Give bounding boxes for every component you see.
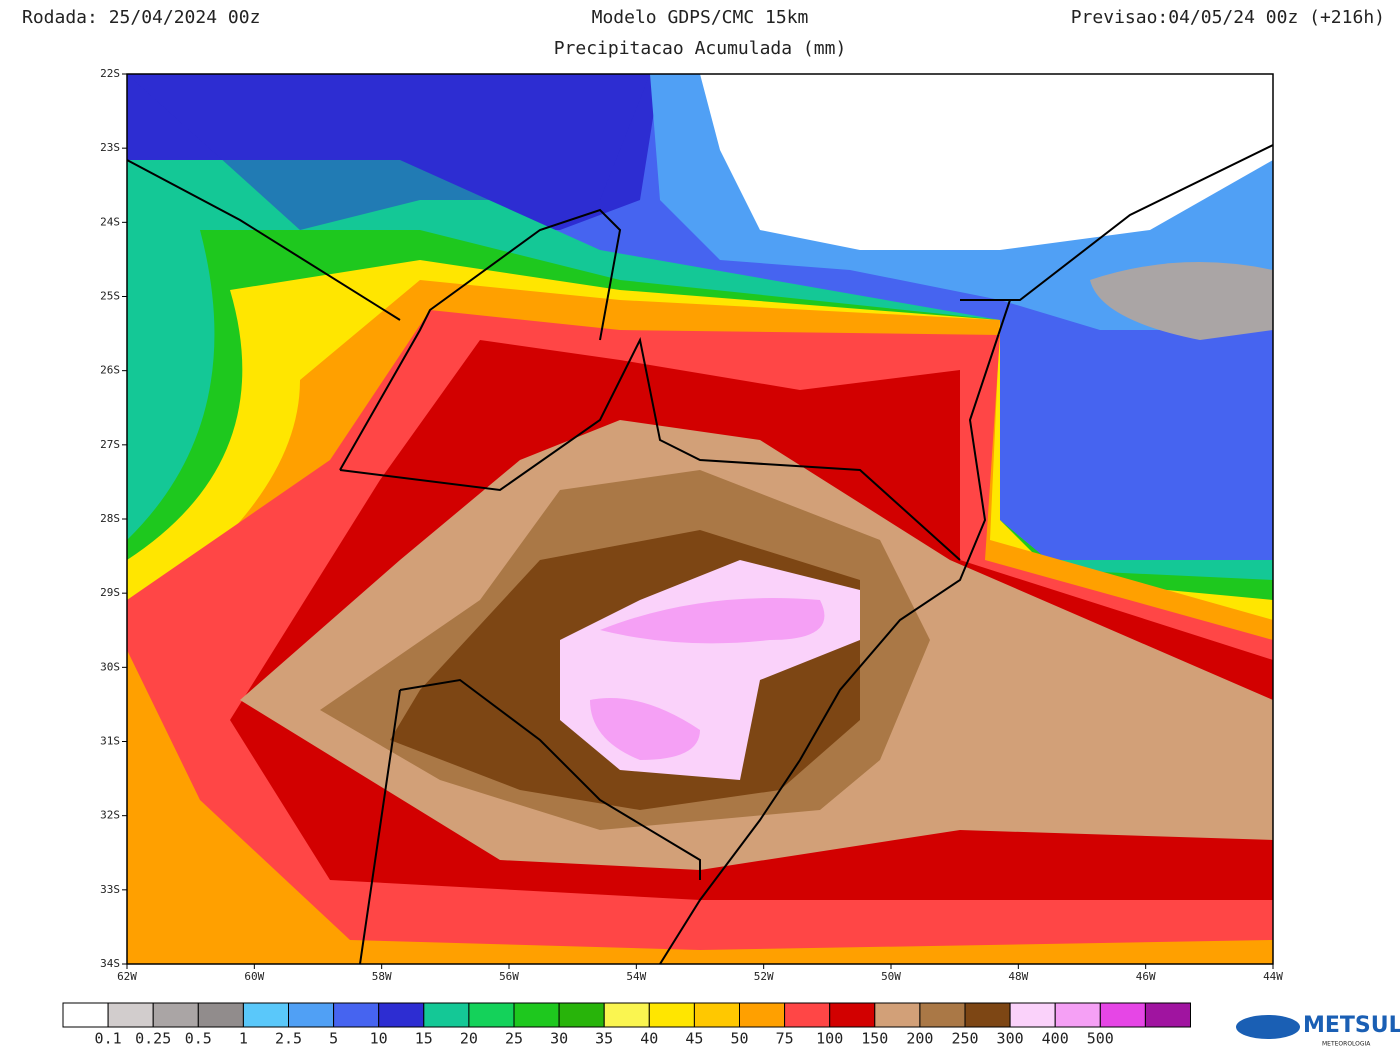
color-label: 35 <box>595 1030 613 1048</box>
color-box <box>693 1002 741 1028</box>
color-label: 75 <box>776 1030 794 1048</box>
color-label: 1 <box>239 1030 248 1048</box>
color-label: 0.1 <box>95 1030 122 1048</box>
precip-field <box>127 74 1273 964</box>
color-label: 45 <box>685 1030 703 1048</box>
logo-tagline: METEOROLOGIA <box>1322 1041 1371 1048</box>
lat-label: 28S <box>100 512 120 525</box>
color-box <box>919 1002 966 1028</box>
lon-label: 62W <box>117 970 137 983</box>
color-label: 30 <box>550 1030 568 1048</box>
color-label: 2.5 <box>275 1030 302 1048</box>
color-label: 100 <box>816 1030 843 1048</box>
color-box <box>558 1002 605 1028</box>
color-box <box>107 1002 154 1028</box>
color-label: 50 <box>730 1030 748 1048</box>
lat-label: 22S <box>100 67 120 80</box>
color-label: 40 <box>640 1030 658 1048</box>
colorbar: 0.1 0.25 0.5 1 2.5 5 10 15 20 25 30 35 40 45 50 75 100 15… <box>62 1002 1192 1048</box>
color-box <box>468 1002 515 1028</box>
color-box <box>1054 1002 1101 1028</box>
color-label: 0.25 <box>135 1030 171 1048</box>
color-box <box>62 1002 109 1028</box>
lat-label: 23S <box>100 141 120 154</box>
lon-label: 56W <box>499 970 519 983</box>
color-box <box>964 1002 1011 1028</box>
color-box <box>378 1002 425 1028</box>
logo-name: METSUL <box>1303 1013 1400 1038</box>
color-box <box>152 1002 199 1028</box>
lon-label: 48W <box>1008 970 1028 983</box>
lon-label: 46W <box>1136 970 1156 983</box>
lat-label: 33S <box>100 883 120 896</box>
lon-label: 54W <box>626 970 646 983</box>
color-label: 5 <box>329 1030 338 1048</box>
lat-label: 30S <box>100 660 120 673</box>
color-label: 20 <box>460 1030 478 1048</box>
lon-label: 50W <box>881 970 901 983</box>
logo: METSUL METEOROLOGIA <box>1236 1013 1400 1048</box>
color-label: 25 <box>505 1030 523 1048</box>
color-box <box>242 1002 289 1028</box>
color-box <box>784 1002 831 1028</box>
lat-label: 32S <box>100 809 120 822</box>
lat-label: 26S <box>100 364 120 377</box>
color-box <box>333 1002 380 1028</box>
color-box <box>1009 1002 1056 1028</box>
color-label: 0.5 <box>185 1030 212 1048</box>
color-box <box>423 1002 470 1028</box>
subtitle: Precipitacao Acumulada (mm) <box>554 38 847 59</box>
color-box <box>829 1002 876 1028</box>
forecast-time: Previsao:04/05/24 00z (+216h) <box>1071 7 1385 28</box>
color-label: 250 <box>951 1030 978 1048</box>
color-box <box>288 1002 335 1028</box>
color-label: 500 <box>1087 1030 1114 1048</box>
lon-label: 44W <box>1263 970 1283 983</box>
color-box <box>603 1002 650 1028</box>
color-box <box>739 1002 786 1028</box>
color-box <box>197 1002 244 1028</box>
lat-label: 25S <box>100 290 120 303</box>
color-box <box>1144 1002 1192 1028</box>
color-box <box>648 1002 695 1028</box>
lat-label: 34S <box>100 957 120 970</box>
color-box <box>1099 1002 1146 1028</box>
lon-label: 60W <box>244 970 264 983</box>
lat-label: 24S <box>100 215 120 228</box>
run-time: Rodada: 25/04/2024 00z <box>22 7 260 28</box>
lon-label: 58W <box>372 970 392 983</box>
color-label: 15 <box>415 1030 433 1048</box>
color-label: 10 <box>370 1030 388 1048</box>
lon-label: 52W <box>754 970 774 983</box>
color-box <box>513 1002 560 1028</box>
color-box <box>874 1002 921 1028</box>
color-label: 200 <box>906 1030 933 1048</box>
lat-label: 29S <box>100 586 120 599</box>
lat-label: 31S <box>100 735 120 748</box>
model-title: Modelo GDPS/CMC 15km <box>592 7 809 28</box>
color-label: 400 <box>1042 1030 1069 1048</box>
color-label: 300 <box>997 1030 1024 1048</box>
lat-label: 27S <box>100 438 120 451</box>
color-label: 150 <box>861 1030 888 1048</box>
